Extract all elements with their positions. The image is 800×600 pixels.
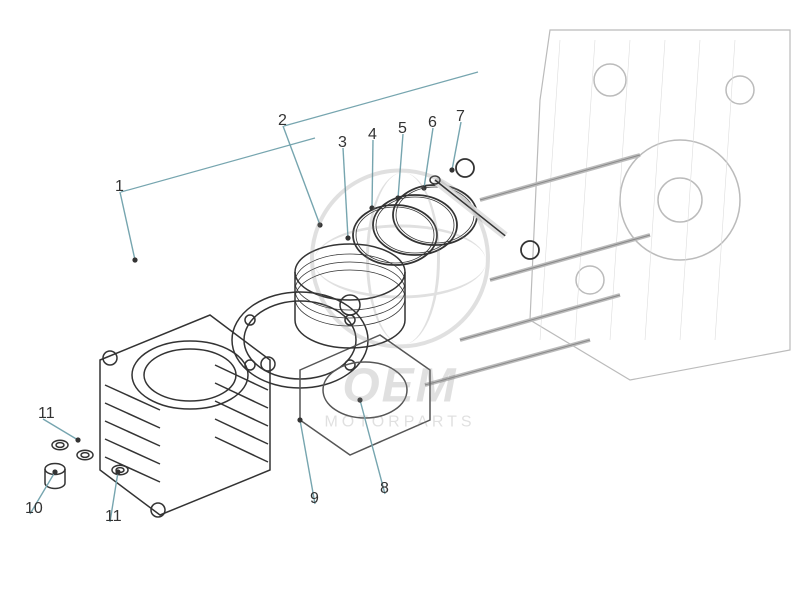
callout-5: 5: [398, 120, 407, 138]
callout-4: 4: [368, 126, 377, 144]
callout-2: 2: [278, 112, 287, 130]
callout-7: 7: [456, 108, 465, 126]
callout-10: 10: [25, 500, 43, 518]
callout-1: 1: [115, 178, 124, 196]
callout-11a: 11: [38, 405, 55, 423]
callout-9: 9: [310, 490, 319, 508]
parts-diagram: OEM MOTORPARTS 123456789101111: [0, 0, 800, 600]
callout-11b: 11: [105, 508, 122, 526]
callout-8: 8: [380, 480, 389, 498]
callout-3: 3: [338, 134, 347, 152]
callout-6: 6: [428, 114, 437, 132]
